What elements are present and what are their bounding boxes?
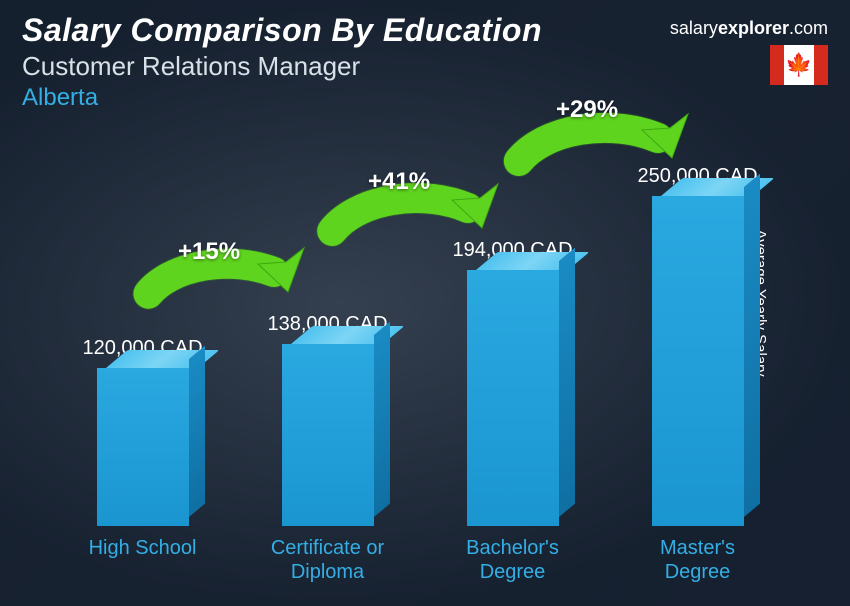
increment-label: +41% [368,168,430,196]
branding: salaryexplorer.com 🍁 [670,18,828,90]
bar-side-face [189,346,205,517]
bar-3d [467,270,559,526]
chart-area: 120,000 CAD138,000 CAD194,000 CAD250,000… [50,140,790,578]
bar-3d [97,368,189,526]
bar-group: 194,000 CAD [428,239,598,526]
bar-group: 138,000 CAD [243,313,413,526]
bars-container: 120,000 CAD138,000 CAD194,000 CAD250,000… [50,166,790,526]
bar-group: 120,000 CAD [58,337,228,526]
maple-leaf-icon: 🍁 [785,54,812,76]
x-axis-label: High School [58,536,228,584]
bar-front-face [97,368,189,526]
bar-front-face [282,344,374,526]
increment-label: +15% [178,238,240,266]
bar-side-face [559,248,575,517]
flag-icon: 🍁 [770,45,828,85]
bar-group: 250,000 CAD [613,165,783,526]
x-axis-label: Master'sDegree [613,536,783,584]
bar-3d [282,344,374,526]
brand-text: salaryexplorer.com [670,18,828,39]
bar-3d [652,196,744,526]
increment-label: +29% [556,96,618,124]
brand-bold: explorer [718,18,789,38]
bar-front-face [467,270,559,526]
x-labels-container: High School Certificate orDiploma Bachelor… [50,536,790,584]
brand-suffix: .com [789,18,828,38]
bar-front-face [652,196,744,526]
bar-side-face [744,174,760,517]
x-axis-label: Bachelor'sDegree [428,536,598,584]
bar-side-face [374,322,390,517]
x-axis-label: Certificate orDiploma [243,536,413,584]
brand-light: salary [670,18,718,38]
